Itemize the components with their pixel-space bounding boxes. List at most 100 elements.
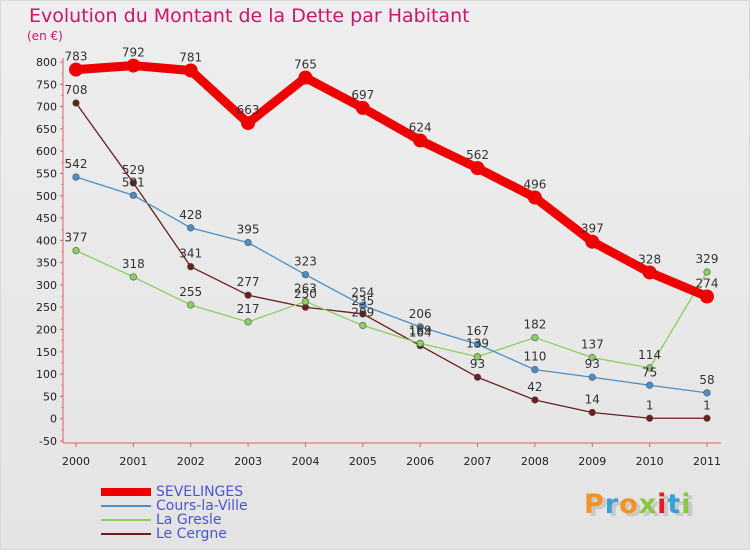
logo-letter: i [657,489,668,520]
data-label: 501 [122,175,145,189]
x-tick-label: 2003 [234,455,262,468]
data-point [585,234,600,249]
data-label: 496 [523,178,546,192]
data-label: 254 [351,285,374,299]
data-label: 562 [466,148,489,162]
data-label: 114 [638,348,661,362]
x-tick-label: 2000 [62,455,90,468]
y-tick-label: 800 [36,56,57,69]
data-label: 75 [642,365,657,379]
series-line [75,102,708,419]
legend-swatch-sevelinges [101,488,151,496]
x-tick-label: 2004 [291,455,319,468]
data-label: 697 [351,88,374,102]
data-label: 428 [179,208,202,222]
x-tick-label: 2009 [578,455,606,468]
data-point [359,301,367,310]
data-label: 93 [470,357,485,371]
data-point [72,247,80,255]
data-point [187,301,195,309]
data-point [588,354,596,362]
legend-label-le-cergne: Le Cergne [156,526,227,542]
logo-letter: o [619,489,639,520]
data-point [588,408,596,417]
legend: SEVELINGES Cours-la-Ville La Gresle Le C… [101,484,321,542]
data-point [531,366,539,374]
y-tick-label: 550 [36,167,57,180]
y-tick-label: 750 [36,78,57,91]
data-point [301,297,310,306]
data-label: 139 [466,337,489,351]
legend-item-le-cergne: Le Cergne [101,526,321,542]
series-line [71,61,712,302]
data-point [703,268,711,276]
data-label: 318 [122,257,145,271]
x-tick-label: 2010 [636,455,664,468]
data-point [527,190,542,205]
data-point [359,310,367,318]
data-point [646,414,654,422]
logo-letter: r [604,489,620,520]
y-tick-label: 350 [36,257,57,270]
x-tick-label: 2001 [119,455,147,468]
data-point [129,179,137,187]
data-label: 274 [696,277,719,291]
x-tick-label: 2008 [521,455,549,468]
data-point [241,116,256,131]
x-tick-label: 2011 [693,455,721,468]
data-label: 182 [523,318,546,332]
x-tick-label: 2006 [406,455,434,468]
data-label: 93 [585,357,600,371]
legend-label-sevelinges: SEVELINGES [156,484,244,500]
x-tick-label: 2005 [349,455,377,468]
y-tick-label: 200 [36,324,57,337]
data-point [183,63,198,78]
data-point [700,289,714,304]
data-label: 397 [581,222,604,236]
logo-letter: t [667,489,682,520]
data-point [531,333,539,342]
data-label: 255 [179,285,202,299]
data-point [129,273,137,281]
legend-label-cours-la-ville: Cours-la-Ville [156,498,248,514]
logo-shadow: Proxiti [588,492,696,523]
data-point [244,318,252,326]
data-point [187,263,195,271]
data-label: 1 [703,398,711,412]
data-label: 329 [696,252,719,266]
data-point [126,58,141,73]
data-label: 277 [237,275,260,289]
data-point [298,70,313,85]
data-label: 765 [294,58,317,72]
data-point [473,373,482,381]
data-label: 137 [581,338,604,352]
data-point [69,62,83,77]
data-label: 663 [237,103,260,117]
data-point [413,133,428,148]
data-point [355,100,370,115]
data-label: 217 [237,302,260,316]
data-label: 781 [179,50,202,64]
data-point [72,173,80,181]
unit-label: (en €) [27,29,63,43]
y-tick-label: 50 [43,390,57,403]
data-label: 209 [351,306,374,320]
data-label: 1 [646,398,654,412]
logo-letter: i [681,489,692,520]
legend-label-la-gresle: La Gresle [156,512,222,528]
data-point [72,99,80,107]
data-point [703,389,711,397]
y-tick-label: 300 [36,279,57,292]
data-label: 250 [294,287,317,301]
data-point [646,364,654,372]
data-label: 110 [523,350,546,364]
data-label: 42 [527,380,542,394]
data-label: 263 [294,281,317,295]
logo-letter: x [638,489,658,520]
data-point [473,353,482,361]
data-point [244,238,252,247]
data-point [416,323,424,331]
data-label: 395 [237,223,260,237]
data-point [359,321,367,330]
